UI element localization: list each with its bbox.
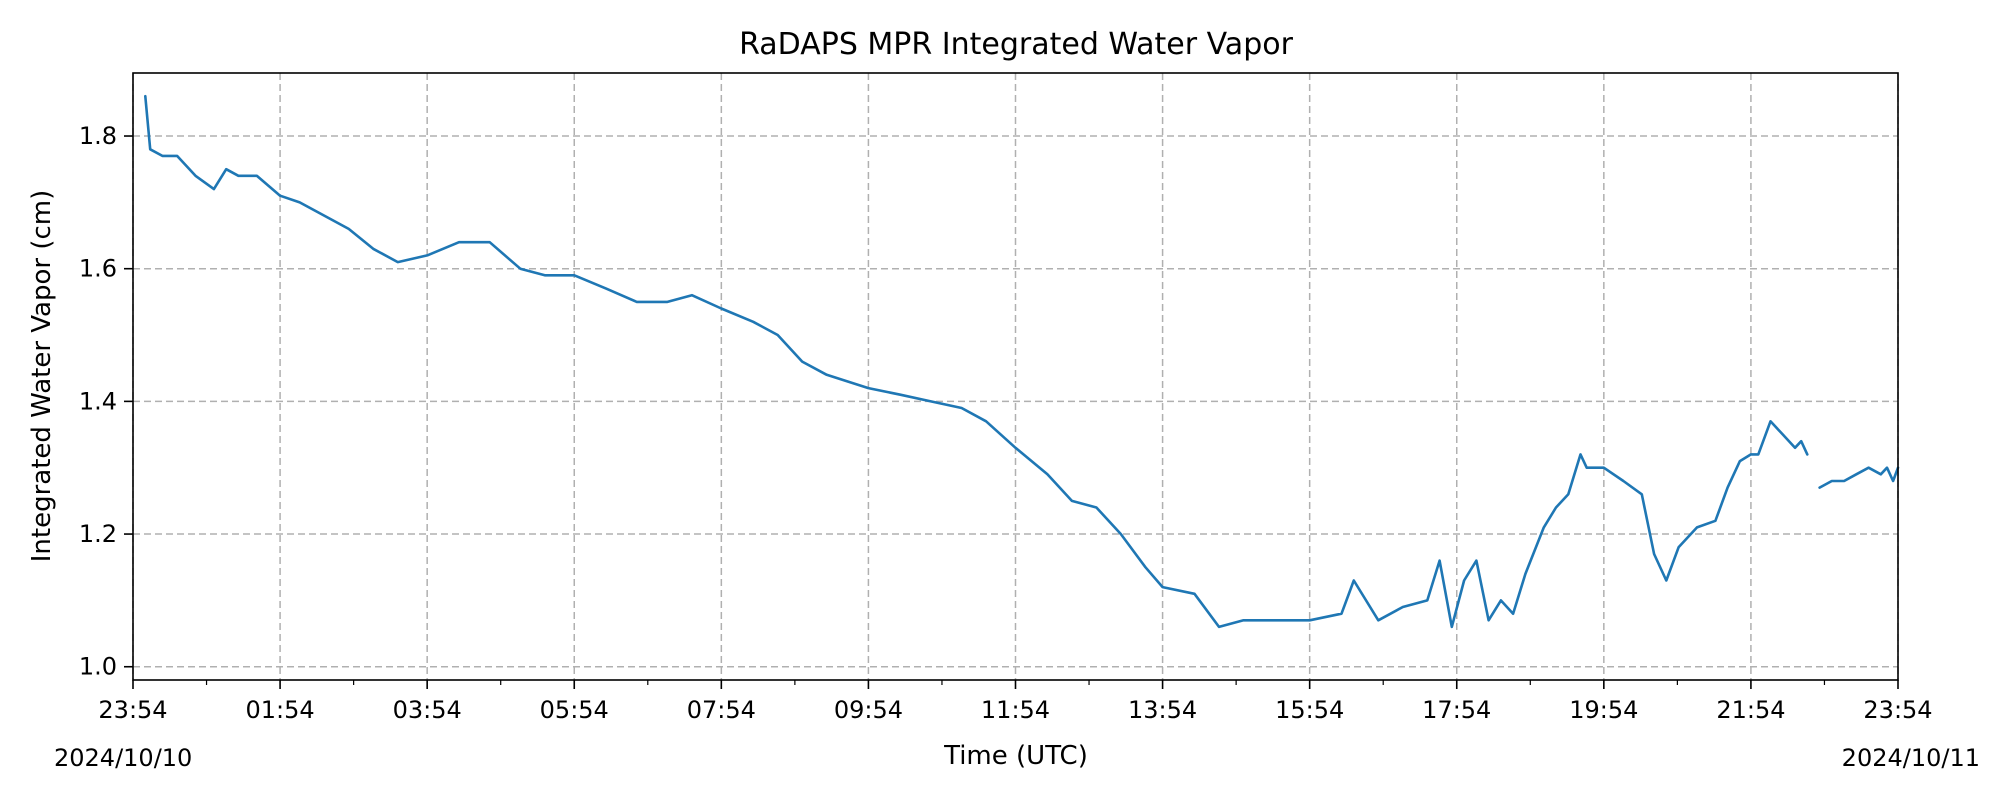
- x-tick-label: 03:54: [393, 696, 462, 724]
- x-tick-label: 13:54: [1128, 696, 1197, 724]
- x-tick-label: 11:54: [981, 696, 1050, 724]
- iwv-series-line: [144, 94, 1809, 629]
- axis-ticks: [124, 135, 1899, 689]
- y-tick-label: 1.8: [79, 122, 117, 150]
- iwv-series-line: [1818, 466, 1900, 489]
- chart-title: RaDAPS MPR Integrated Water Vapor: [739, 27, 1294, 62]
- start-date-label: 2024/10/10: [54, 744, 192, 772]
- y-tick-label: 1.0: [79, 653, 117, 681]
- y-tick-label: 1.2: [79, 520, 117, 548]
- y-tick-label: 1.6: [79, 255, 117, 283]
- y-axis-label: Integrated Water Vapor (cm): [27, 190, 57, 563]
- y-tick-label: 1.4: [79, 387, 117, 415]
- x-tick-label: 23:54: [98, 696, 167, 724]
- x-tick-label: 15:54: [1275, 696, 1344, 724]
- series-layer: [144, 94, 1900, 629]
- x-tick-label: 09:54: [834, 696, 903, 724]
- grid-lines: [132, 73, 1899, 680]
- x-tick-label: 01:54: [245, 696, 314, 724]
- y-tick-labels: 1.0 1.2 1.4 1.6 1.8: [79, 122, 117, 681]
- x-axis-label: Time (UTC): [943, 741, 1088, 771]
- x-tick-labels: 23:54 01:54 03:54 05:54 07:54 09:54 11:54 13:54…: [98, 696, 1932, 724]
- end-date-label: 2024/10/11: [1842, 744, 1980, 772]
- x-tick-label: 23:54: [1863, 696, 1932, 724]
- x-tick-label: 19:54: [1569, 696, 1638, 724]
- x-tick-label: 05:54: [540, 696, 609, 724]
- x-tick-label: 21:54: [1716, 696, 1785, 724]
- x-tick-label: 07:54: [687, 696, 756, 724]
- x-tick-label: 17:54: [1422, 696, 1491, 724]
